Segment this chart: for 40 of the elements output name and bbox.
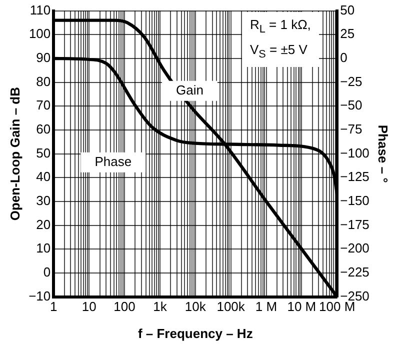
text: Phase <box>94 154 132 169</box>
y2-tick-label: −50 <box>340 98 362 113</box>
series-label: Gain <box>176 82 204 98</box>
y-tick-label: 90 <box>36 50 51 66</box>
y2-tick-label: −75 <box>340 122 362 137</box>
y2-axis-title: Phase – ° <box>376 124 391 183</box>
x-tick-label: 10 M <box>287 299 316 314</box>
x-tick-label: 1 M <box>255 299 278 314</box>
annotation: V$_{S}$ = ±5 V <box>250 40 308 62</box>
y-tick-label: 50 <box>36 145 51 160</box>
y2-tick-label: 50 <box>340 2 355 18</box>
x-tick-label: 1k <box>153 299 168 314</box>
y-tick-label: 40 <box>36 169 51 184</box>
y-tick-label: 60 <box>36 122 51 137</box>
x-tick-label: 100k <box>216 299 246 314</box>
x-tick-label: 1 <box>50 299 58 314</box>
y-axis-title: Open-Loop Gain – dB <box>7 86 22 221</box>
x-tick-label: 10k <box>184 299 206 314</box>
y-tick-label: 110 <box>30 2 51 18</box>
y2-tick-label: 25 <box>340 26 355 42</box>
annotation: R$_{L}$ = 1 kΩ, <box>250 16 311 38</box>
y2-tick-label: −150 <box>340 193 370 208</box>
y2-tick-label: −200 <box>340 240 370 256</box>
x-tick-label: 100 <box>114 299 136 314</box>
x-axis-title: f – Frequency – Hz <box>138 326 254 341</box>
y-tick-label: 80 <box>36 74 51 89</box>
y-tick-label: 0 <box>43 264 51 280</box>
y-tick-label: −10 <box>28 288 51 304</box>
y-tick-label: 20 <box>36 216 51 232</box>
y2-tick-label: 0 <box>340 50 348 66</box>
y2-tick-label: −225 <box>340 264 370 280</box>
y-tick-label: 100 <box>28 26 51 42</box>
y-tick-label: 10 <box>36 240 51 256</box>
y-tick-label: 70 <box>36 98 51 113</box>
x-tick-label: 10 <box>82 299 96 314</box>
y2-tick-label: −125 <box>340 169 370 184</box>
y2-tick-label: −175 <box>340 216 370 232</box>
y2-tick-label: −25 <box>340 74 362 89</box>
y2-tick-label: −100 <box>340 145 370 160</box>
y-tick-label: 30 <box>36 193 51 208</box>
